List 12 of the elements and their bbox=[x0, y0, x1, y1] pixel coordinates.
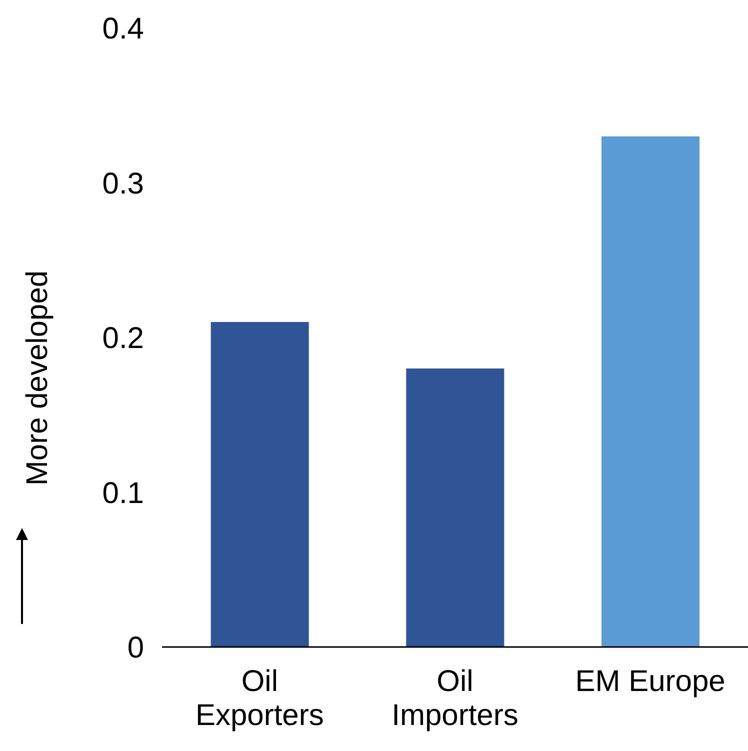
x-tick-label: Oil Importers bbox=[392, 665, 518, 732]
x-tick-label: EM Europe bbox=[575, 665, 726, 698]
y-tick-label: 0.2 bbox=[102, 322, 144, 356]
y-tick-label: 0.4 bbox=[102, 12, 144, 46]
y-tick-label: 0.3 bbox=[102, 167, 144, 200]
x-tick-label: Oil Exporters bbox=[195, 665, 324, 732]
bar bbox=[406, 368, 504, 647]
y-axis-title: More developed bbox=[21, 270, 55, 486]
y-tick-label: 0.1 bbox=[102, 476, 144, 510]
bar bbox=[602, 136, 700, 647]
y-tick-label: 0 bbox=[127, 632, 144, 665]
bar bbox=[210, 322, 309, 647]
